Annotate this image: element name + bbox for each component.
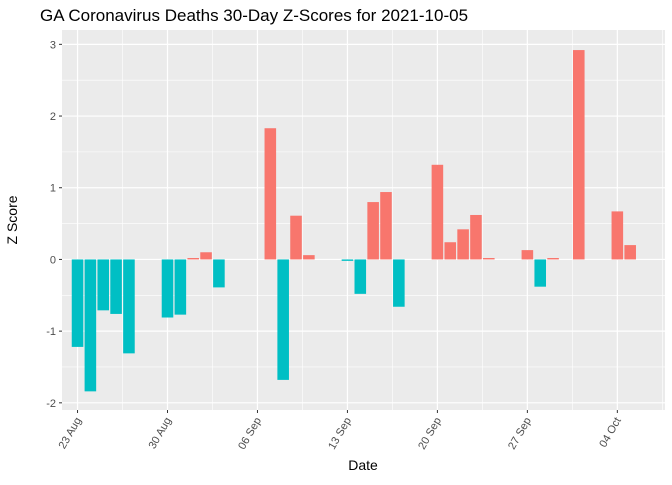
- x-tick-label: 06 Sep: [236, 416, 264, 452]
- bar: [213, 259, 225, 288]
- bar: [97, 259, 110, 311]
- y-tick-label: -2: [46, 398, 56, 410]
- bar: [174, 259, 187, 315]
- bar: [611, 211, 624, 260]
- bars: [71, 50, 636, 392]
- bar: [161, 259, 174, 318]
- bar: [84, 259, 97, 392]
- bar: [431, 164, 444, 260]
- bar: [547, 258, 559, 260]
- y-tick-label: 1: [50, 183, 56, 195]
- bar: [521, 250, 534, 260]
- bar: [71, 259, 84, 347]
- x-tick-label: 20 Sep: [416, 416, 444, 452]
- bar: [303, 255, 315, 260]
- bar: [624, 245, 636, 260]
- y-tick-label: -1: [46, 326, 56, 338]
- bar: [354, 259, 367, 294]
- bar: [380, 192, 392, 260]
- y-tick-label: 0: [50, 254, 56, 266]
- bar: [534, 259, 547, 287]
- bar: [483, 258, 495, 260]
- bar: [123, 259, 135, 354]
- bar: [341, 259, 354, 261]
- x-axis: 23 Aug 30 Aug 06 Sep 13 Sep 20 Sep 27 Sep 04 O…: [57, 410, 624, 452]
- bar: [187, 258, 199, 260]
- chart-title: GA Coronavirus Deaths 30-Day Z-Scores fo…: [40, 6, 468, 25]
- bar: [200, 252, 212, 260]
- bar: [110, 259, 122, 314]
- x-tick-label: 04 Oct: [597, 416, 624, 450]
- x-tick-label: 13 Sep: [326, 416, 354, 452]
- bar: [290, 215, 302, 260]
- bar: [264, 128, 277, 260]
- bar: [457, 229, 469, 260]
- y-axis-label: Z Score: [4, 195, 20, 244]
- bar: [470, 214, 482, 260]
- bar: [444, 242, 457, 260]
- bar: [572, 50, 585, 260]
- bar: [367, 202, 379, 260]
- bar: [277, 259, 289, 380]
- x-tick-label: 23 Aug: [57, 416, 85, 452]
- x-tick-label: 30 Aug: [147, 416, 175, 452]
- x-axis-label: Date: [348, 457, 378, 473]
- x-tick-label: 27 Sep: [506, 416, 534, 452]
- y-tick-label: 3: [50, 39, 56, 51]
- bar: [393, 259, 405, 307]
- y-axis: -2 -1 0 1 2 3: [46, 39, 62, 410]
- y-tick-label: 2: [50, 111, 56, 123]
- plot-panel: [62, 30, 665, 410]
